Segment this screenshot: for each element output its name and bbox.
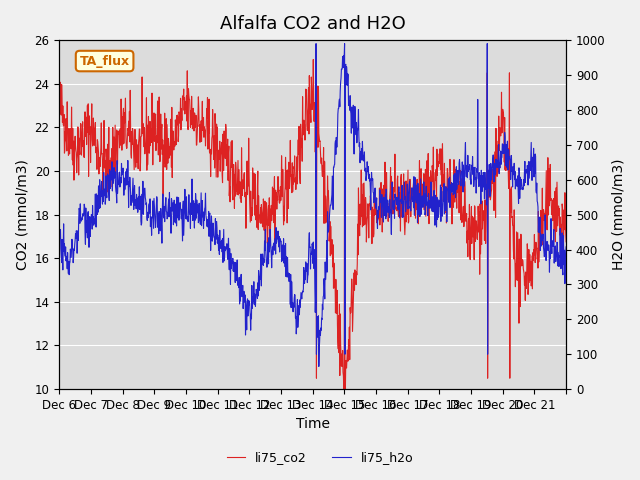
li75_h2o: [332, 138, 339, 144]
li75_co2: [332, 278, 339, 284]
Title: Alfalfa CO2 and H2O: Alfalfa CO2 and H2O: [220, 15, 406, 33]
li75_h2o: [81, 201, 88, 207]
li75_h2o: [424, 200, 431, 205]
Line: li75_h2o: li75_h2o: [60, 44, 566, 366]
li75_h2o: [328, 173, 336, 179]
li75_co2: [56, 94, 63, 100]
Text: TA_flux: TA_flux: [79, 55, 130, 68]
li75_co2: [310, 57, 317, 62]
li75_h2o: [563, 244, 570, 250]
li75_h2o: [56, 231, 63, 237]
li75_co2: [328, 237, 336, 242]
li75_h2o: [396, 215, 403, 221]
Line: li75_co2: li75_co2: [60, 60, 566, 389]
Y-axis label: H2O (mmol/m3): H2O (mmol/m3): [611, 159, 625, 270]
Legend: li75_co2, li75_h2o: li75_co2, li75_h2o: [221, 446, 419, 469]
li75_co2: [349, 329, 356, 335]
li75_co2: [563, 239, 570, 245]
li75_h2o: [315, 363, 323, 369]
li75_co2: [340, 386, 348, 392]
li75_co2: [424, 186, 431, 192]
li75_h2o: [312, 41, 320, 47]
li75_h2o: [349, 113, 356, 119]
X-axis label: Time: Time: [296, 418, 330, 432]
Y-axis label: CO2 (mmol/m3): CO2 (mmol/m3): [15, 159, 29, 270]
li75_co2: [81, 155, 88, 160]
li75_co2: [396, 190, 403, 195]
